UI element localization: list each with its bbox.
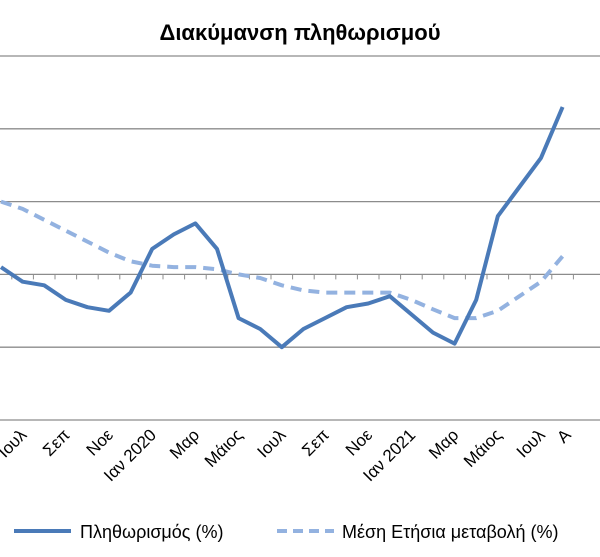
x-tick-label: Σεπ xyxy=(39,425,74,460)
series-line-inflation xyxy=(0,106,565,350)
series-lines xyxy=(0,106,565,350)
x-tick-label: Μάιος xyxy=(460,425,506,471)
legend-label-inflation: Πληθωρισμός (%) xyxy=(80,522,223,542)
x-tick-label: Ιουλ xyxy=(513,425,549,461)
x-tick-label: Α xyxy=(553,425,575,447)
x-tick-label: Ιουλ xyxy=(254,425,290,461)
x-tick-label: Μαρ xyxy=(166,425,203,462)
x-tick-label: Νοε xyxy=(83,425,117,459)
legend: Πληθωρισμός (%) Μέση Ετήσια μεταβολή (%) xyxy=(14,522,558,542)
gridlines xyxy=(0,55,600,421)
x-tick-label: Σεπ xyxy=(298,425,333,460)
x-tick-label: Ιουλ xyxy=(0,425,31,461)
legend-label-annual-average: Μέση Ετήσια μεταβολή (%) xyxy=(342,522,558,542)
series-line-annual-average xyxy=(0,199,565,321)
x-tick-label: Μαρ xyxy=(425,425,462,462)
x-tick-label: Μάιος xyxy=(201,425,247,471)
chart-title: Διακύμανση πληθωρισμού xyxy=(160,20,441,45)
x-tick-label: Νοε xyxy=(342,425,376,459)
